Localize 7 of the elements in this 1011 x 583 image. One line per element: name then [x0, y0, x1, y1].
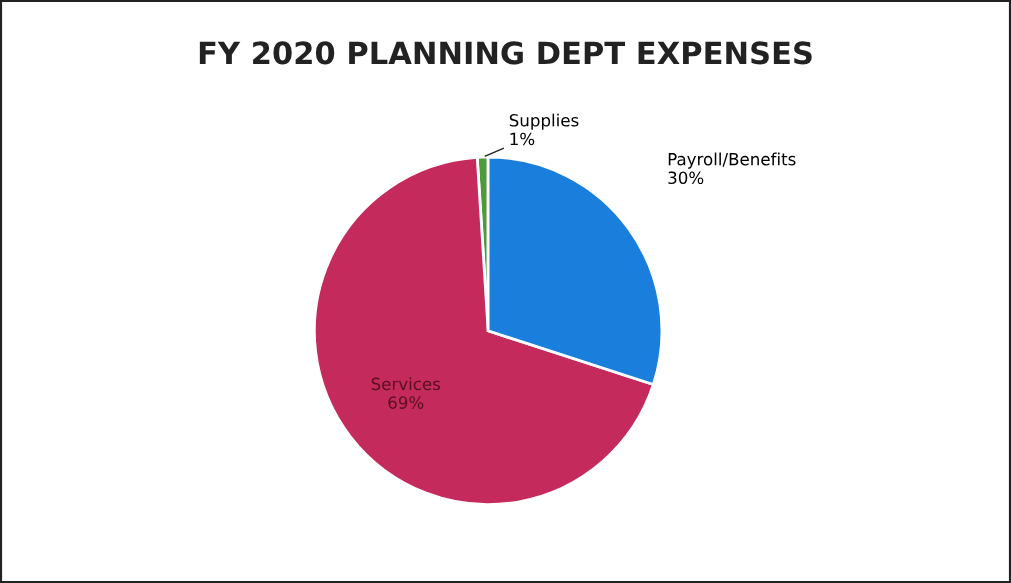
data-label: 30%	[668, 171, 704, 185]
slice-label: Payroll/Benefits	[668, 152, 796, 169]
slice-label: Services	[371, 377, 441, 391]
slice-label: Supplies	[509, 113, 579, 130]
chart-title: FY 2020 PLANNING DEPT EXPENSES	[199, 41, 812, 65]
data-label: 69%	[388, 396, 424, 409]
data-label: 1%	[510, 132, 535, 146]
